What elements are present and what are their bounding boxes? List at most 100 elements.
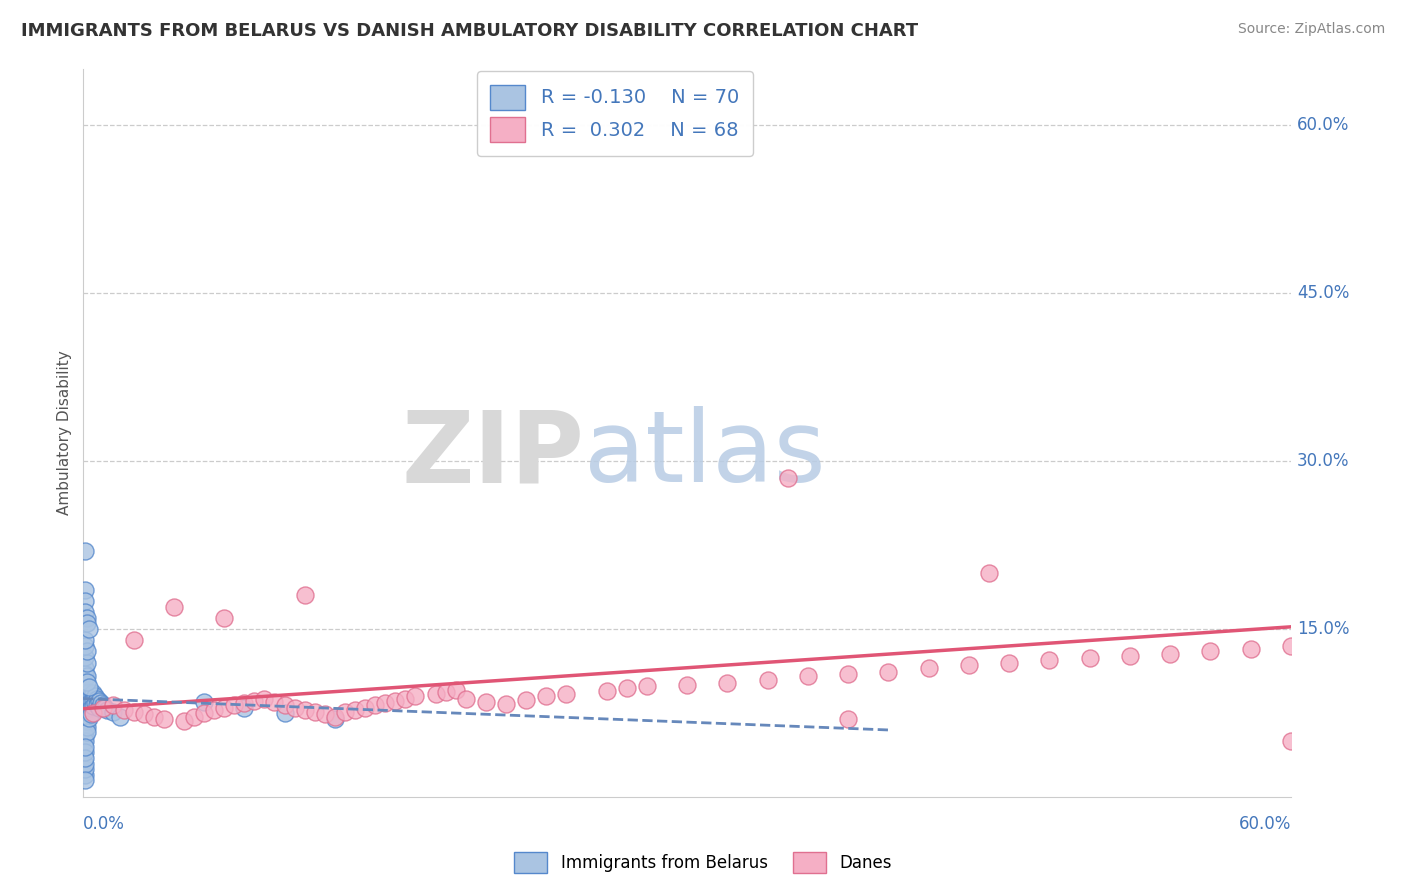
Text: 60.0%: 60.0% bbox=[1296, 116, 1350, 134]
Text: 15.0%: 15.0% bbox=[1296, 620, 1350, 638]
Point bbox=[76, 725, 98, 739]
Point bbox=[82, 686, 104, 700]
Point bbox=[75, 734, 97, 748]
Point bbox=[636, 679, 658, 693]
Point bbox=[79, 622, 101, 636]
Point bbox=[173, 714, 195, 728]
Point bbox=[515, 692, 537, 706]
Point bbox=[75, 667, 97, 681]
Point bbox=[93, 700, 115, 714]
Point bbox=[80, 700, 103, 714]
Point bbox=[75, 729, 97, 743]
Point bbox=[75, 756, 97, 771]
Point bbox=[76, 611, 98, 625]
Point bbox=[80, 688, 103, 702]
Point bbox=[76, 616, 98, 631]
Point bbox=[142, 709, 165, 723]
Point bbox=[273, 706, 295, 720]
Point bbox=[957, 657, 980, 672]
Point bbox=[323, 709, 346, 723]
Point bbox=[877, 665, 900, 679]
Text: 60.0%: 60.0% bbox=[1239, 815, 1291, 833]
Point bbox=[837, 667, 859, 681]
Point bbox=[82, 706, 104, 720]
Point bbox=[233, 700, 256, 714]
Point bbox=[595, 683, 617, 698]
Point bbox=[1239, 642, 1261, 657]
Point bbox=[76, 644, 98, 658]
Point bbox=[263, 695, 285, 709]
Point bbox=[454, 691, 477, 706]
Point bbox=[384, 694, 406, 708]
Point bbox=[132, 707, 155, 722]
Point bbox=[555, 687, 578, 701]
Point bbox=[425, 687, 447, 701]
Point bbox=[212, 611, 235, 625]
Point bbox=[76, 703, 98, 717]
Point bbox=[75, 739, 97, 754]
Point bbox=[294, 589, 316, 603]
Point bbox=[534, 690, 557, 704]
Point bbox=[444, 682, 467, 697]
Point bbox=[79, 711, 101, 725]
Point bbox=[284, 700, 307, 714]
Point bbox=[183, 709, 205, 723]
Text: Source: ZipAtlas.com: Source: ZipAtlas.com bbox=[1237, 22, 1385, 37]
Point bbox=[86, 698, 108, 713]
Point bbox=[75, 695, 97, 709]
Point bbox=[75, 768, 97, 782]
Point bbox=[75, 762, 97, 776]
Legend: Immigrants from Belarus, Danes: Immigrants from Belarus, Danes bbox=[508, 846, 898, 880]
Point bbox=[1119, 648, 1142, 663]
Point bbox=[80, 707, 103, 722]
Point bbox=[202, 703, 225, 717]
Point bbox=[797, 669, 820, 683]
Point bbox=[434, 685, 457, 699]
Text: 45.0%: 45.0% bbox=[1296, 284, 1350, 301]
Point bbox=[343, 703, 366, 717]
Point bbox=[616, 681, 638, 696]
Point bbox=[294, 703, 316, 717]
Point bbox=[212, 700, 235, 714]
Point bbox=[75, 683, 97, 698]
Point bbox=[108, 709, 131, 723]
Point bbox=[89, 700, 111, 714]
Point bbox=[193, 706, 215, 720]
Point bbox=[75, 661, 97, 675]
Point bbox=[998, 656, 1021, 670]
Point bbox=[273, 698, 295, 713]
Point bbox=[495, 697, 517, 711]
Point bbox=[394, 691, 416, 706]
Point bbox=[84, 690, 107, 704]
Point bbox=[79, 697, 101, 711]
Point bbox=[404, 690, 426, 704]
Point bbox=[233, 696, 256, 710]
Point bbox=[76, 687, 98, 701]
Point bbox=[75, 605, 97, 619]
Point bbox=[82, 692, 104, 706]
Point bbox=[75, 706, 97, 720]
Point bbox=[86, 691, 108, 706]
Point bbox=[75, 633, 97, 648]
Point bbox=[79, 690, 101, 705]
Point bbox=[82, 699, 104, 714]
Point bbox=[1078, 651, 1101, 665]
Point bbox=[75, 639, 97, 653]
Point bbox=[837, 712, 859, 726]
Point bbox=[374, 696, 396, 710]
Text: 0.0%: 0.0% bbox=[83, 815, 125, 833]
Point bbox=[776, 471, 799, 485]
Point bbox=[152, 712, 174, 726]
Point bbox=[1279, 639, 1302, 653]
Text: ZIP: ZIP bbox=[402, 406, 585, 503]
Point bbox=[76, 720, 98, 734]
Point bbox=[76, 674, 98, 689]
Point bbox=[75, 745, 97, 759]
Point bbox=[93, 698, 115, 713]
Y-axis label: Ambulatory Disability: Ambulatory Disability bbox=[58, 351, 72, 516]
Point bbox=[76, 698, 98, 713]
Point bbox=[76, 669, 98, 683]
Point bbox=[75, 773, 97, 788]
Point bbox=[75, 582, 97, 597]
Point bbox=[917, 661, 939, 675]
